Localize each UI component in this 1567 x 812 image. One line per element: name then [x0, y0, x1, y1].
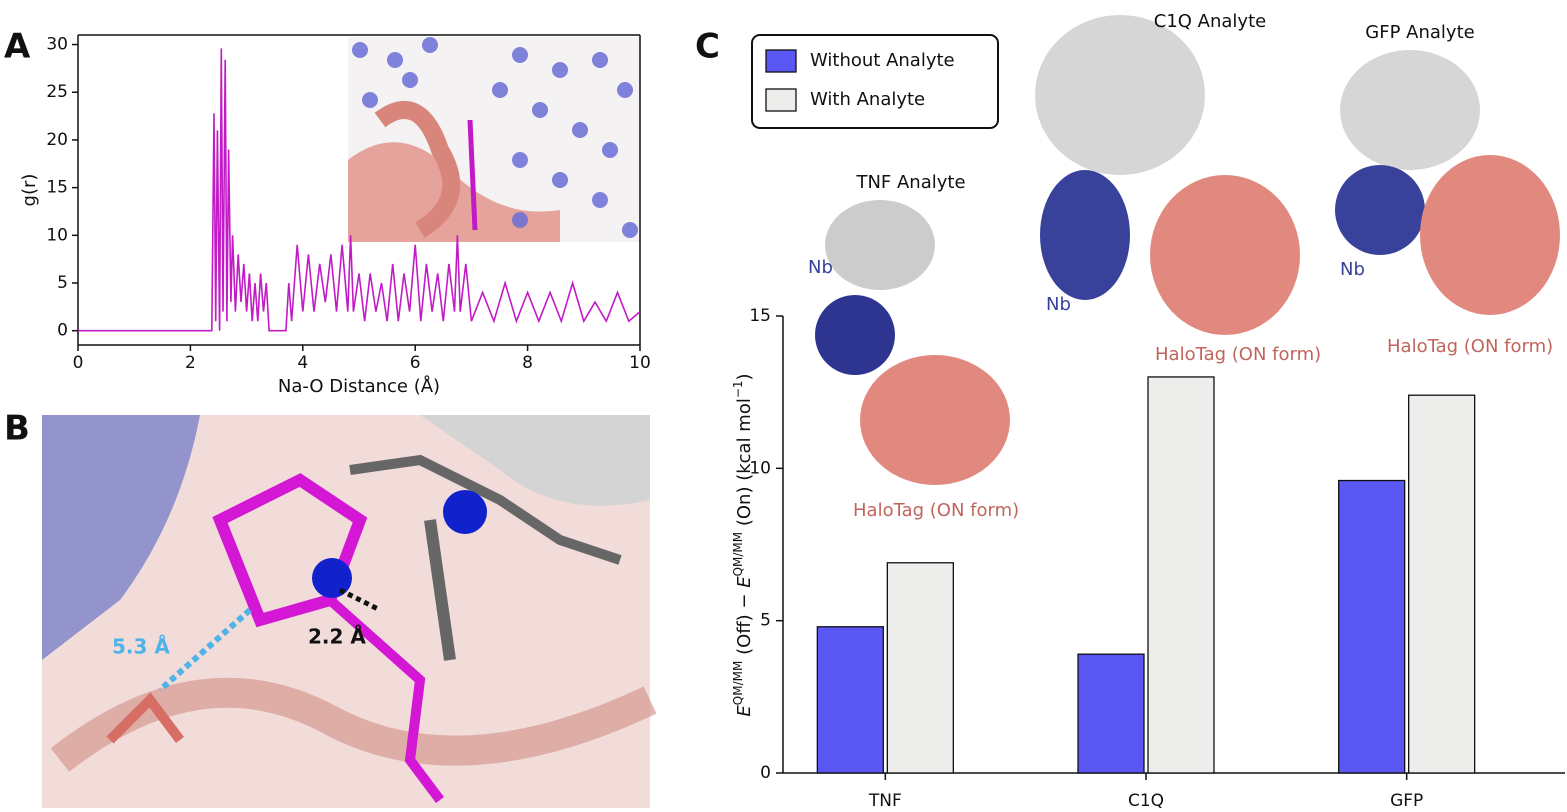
- bar: [816, 626, 884, 774]
- y-tick-label: 0: [57, 321, 68, 341]
- analyte-label: TNF Analyte: [855, 172, 965, 193]
- y-axis-label-part: QM/MM: [731, 661, 745, 706]
- nb-label: Nb: [1046, 294, 1071, 315]
- y-axis-label-part: ): [734, 373, 755, 380]
- x-tick-label: 8: [522, 353, 533, 373]
- y-tick-label: 25: [46, 82, 68, 102]
- panel-label: A: [4, 27, 31, 67]
- x-tick-label: TNF: [868, 791, 902, 811]
- y-tick-label: 5: [760, 611, 771, 631]
- legend-label: Without Analyte: [810, 50, 955, 71]
- x-tick-label: GFP: [1390, 791, 1423, 811]
- x-tick-label: 4: [297, 353, 308, 373]
- x-tick-label: 0: [73, 353, 84, 373]
- legend-swatch: [765, 88, 797, 112]
- analyte-label: C1Q Analyte: [1154, 11, 1266, 32]
- x-tick-label: 6: [410, 353, 421, 373]
- y-axis-label: g(r): [19, 174, 40, 207]
- panel-label: C: [695, 27, 720, 67]
- x-tick-label: 2: [185, 353, 196, 373]
- distance-label: 2.2 Å: [308, 625, 366, 649]
- protein-images: [815, 15, 1560, 485]
- bar: [1147, 376, 1215, 774]
- x-axis-label: Na-O Distance (Å): [278, 375, 440, 397]
- panel-label: B: [4, 409, 30, 449]
- y-axis-label-part: (Off) −: [734, 588, 755, 661]
- y-tick-label: 10: [749, 458, 771, 478]
- y-tick-label: 15: [46, 178, 68, 198]
- y-tick-label: 30: [46, 35, 68, 55]
- x-tick-label: C1Q: [1128, 791, 1164, 811]
- y-axis-label-part: E: [734, 576, 755, 588]
- y-axis-label: EQM/MM (Off) − EQM/MM (On) (kcal mol−1): [731, 373, 756, 716]
- legend-swatch: [765, 49, 797, 73]
- halotag-label: HaloTag (ON form): [853, 500, 1019, 521]
- y-axis-label-part: −1: [731, 380, 745, 398]
- distance-label: 5.3 Å: [112, 635, 170, 659]
- halotag-label: HaloTag (ON form): [1387, 336, 1553, 357]
- bar: [1338, 479, 1406, 774]
- bar: [1077, 653, 1145, 774]
- rdf-line: [78, 48, 641, 332]
- y-tick-label: 5: [57, 273, 68, 293]
- y-axis-label-part: (On) (kcal mol: [734, 398, 755, 532]
- inset-image: [348, 37, 640, 242]
- y-tick-label: 20: [46, 130, 68, 150]
- y-axis-label-part: QM/MM: [731, 532, 745, 577]
- nb-label: Nb: [808, 257, 833, 278]
- legend-box: [751, 34, 999, 129]
- x-tick-label: 10: [629, 353, 651, 373]
- bar: [886, 562, 954, 774]
- analyte-label: GFP Analyte: [1365, 22, 1474, 43]
- y-axis-label-part: E: [734, 705, 755, 717]
- structure-image: [42, 415, 657, 808]
- y-tick-label: 0: [760, 763, 771, 783]
- nb-label: Nb: [1340, 259, 1365, 280]
- bar: [1408, 394, 1476, 774]
- halotag-label: HaloTag (ON form): [1155, 344, 1321, 365]
- legend-label: With Analyte: [810, 89, 925, 110]
- y-tick-label: 15: [749, 306, 771, 326]
- y-tick-label: 10: [46, 225, 68, 245]
